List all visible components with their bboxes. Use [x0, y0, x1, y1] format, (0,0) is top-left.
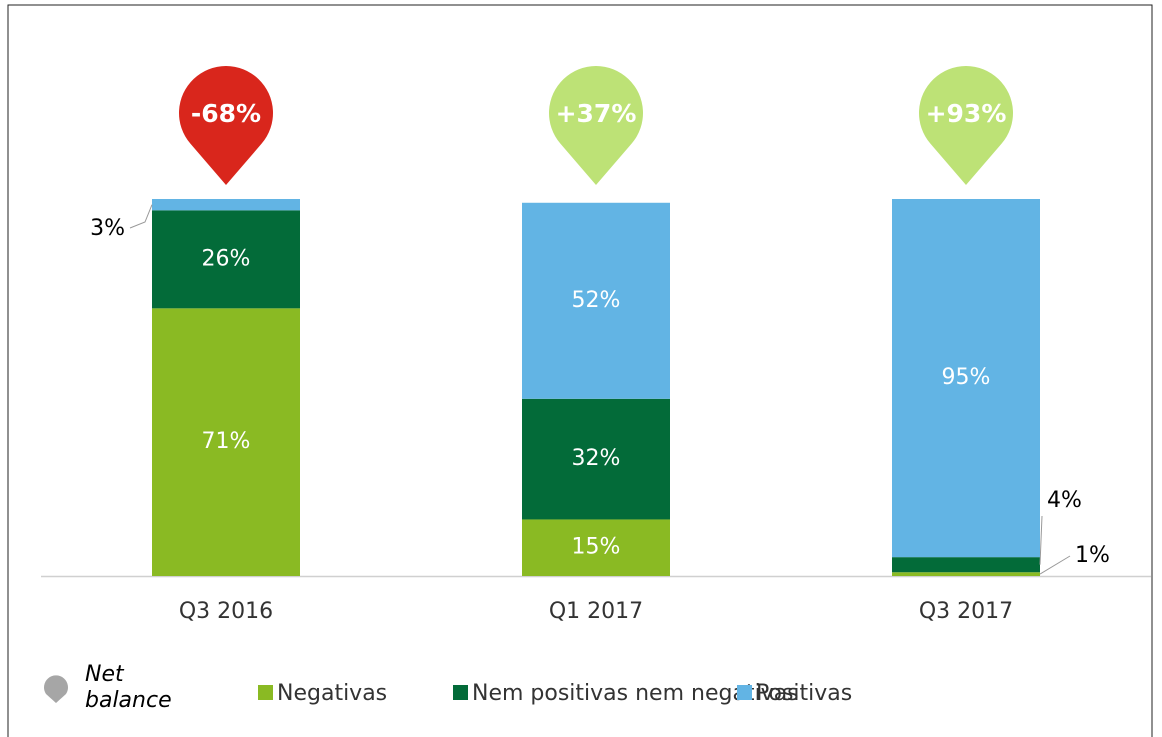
net-balance-label: +93%: [926, 99, 1007, 128]
bar-segment: [152, 210, 300, 309]
data-label: 26%: [202, 246, 251, 271]
legend-label: Positivas: [756, 681, 852, 706]
legend-title-box: Net balance: [85, 662, 172, 713]
x-tick-label: Q3 2016: [179, 599, 273, 624]
data-label: 15%: [572, 535, 621, 560]
net-balance-pin: [919, 65, 1013, 185]
x-tick-label: Q3 2017: [919, 599, 1013, 624]
bar-segment: [892, 557, 1040, 573]
bar-segment: [522, 202, 670, 399]
net-balance-pin: [549, 65, 643, 185]
legend-title: Net balance: [85, 662, 172, 713]
frame: [7, 4, 1153, 737]
leader-line: [129, 204, 153, 229]
data-label: 71%: [202, 429, 251, 454]
net-balance-label: -68%: [191, 99, 261, 128]
x-tick-label: Q1 2017: [549, 599, 643, 624]
legend-swatch: [737, 685, 752, 700]
legend-swatch: [258, 685, 273, 700]
bar-segment: [152, 308, 300, 576]
bar-segment: [522, 519, 670, 576]
bar-segment: [152, 199, 300, 211]
data-label: 95%: [942, 365, 991, 390]
data-label: 4%: [1047, 488, 1082, 513]
bar-segment: [892, 199, 1040, 558]
legend-pin: [43, 675, 69, 703]
data-label: 52%: [572, 288, 621, 313]
leader-line: [1039, 515, 1043, 565]
bar-segment: [892, 572, 1040, 576]
bar-segment: [522, 398, 670, 520]
legend-swatch: [453, 685, 468, 700]
data-label: 3%: [90, 216, 125, 241]
data-label: 32%: [572, 446, 621, 471]
legend-label: Negativas: [277, 681, 387, 706]
net-balance-pin: [179, 66, 273, 185]
net-balance-label: +37%: [556, 99, 637, 128]
leader-line: [1039, 555, 1071, 575]
data-label: 1%: [1075, 543, 1110, 568]
